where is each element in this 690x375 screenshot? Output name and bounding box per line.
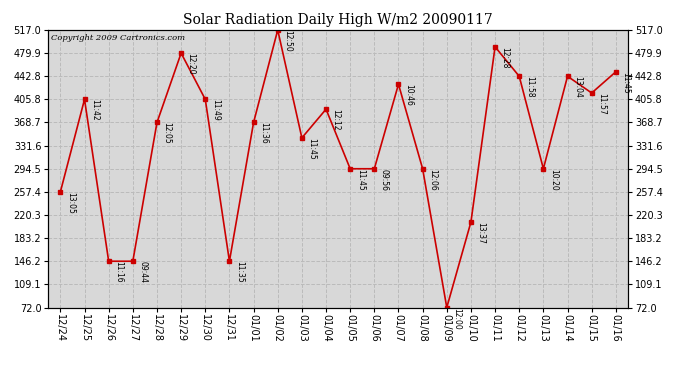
- Text: 11:58: 11:58: [525, 76, 534, 98]
- Text: 11:42: 11:42: [90, 99, 99, 121]
- Text: 11:35: 11:35: [235, 261, 244, 283]
- Text: 13:37: 13:37: [477, 222, 486, 244]
- Text: 11:16: 11:16: [115, 261, 124, 283]
- Text: 09:44: 09:44: [139, 261, 148, 283]
- Text: 12:06: 12:06: [428, 169, 437, 190]
- Text: 12:12: 12:12: [332, 109, 341, 131]
- Text: 12:50: 12:50: [284, 30, 293, 52]
- Text: 11:36: 11:36: [259, 123, 268, 144]
- Text: 11:49: 11:49: [211, 99, 220, 121]
- Text: 13:05: 13:05: [66, 192, 75, 214]
- Text: 12:28: 12:28: [501, 47, 510, 68]
- Title: Solar Radiation Daily High W/m2 20090117: Solar Radiation Daily High W/m2 20090117: [184, 13, 493, 27]
- Text: 12:20: 12:20: [187, 53, 196, 75]
- Text: 12:00: 12:00: [453, 308, 462, 329]
- Text: 10:46: 10:46: [404, 84, 413, 106]
- Text: 12:05: 12:05: [163, 123, 172, 144]
- Text: 10:20: 10:20: [549, 169, 558, 190]
- Text: 11:45: 11:45: [308, 138, 317, 160]
- Text: 09:56: 09:56: [380, 169, 389, 191]
- Text: 11:45: 11:45: [356, 169, 365, 190]
- Text: 13:04: 13:04: [573, 76, 582, 98]
- Text: Copyright 2009 Cartronics.com: Copyright 2009 Cartronics.com: [51, 34, 186, 42]
- Text: 11:45: 11:45: [622, 72, 631, 93]
- Text: 11:57: 11:57: [598, 93, 607, 115]
